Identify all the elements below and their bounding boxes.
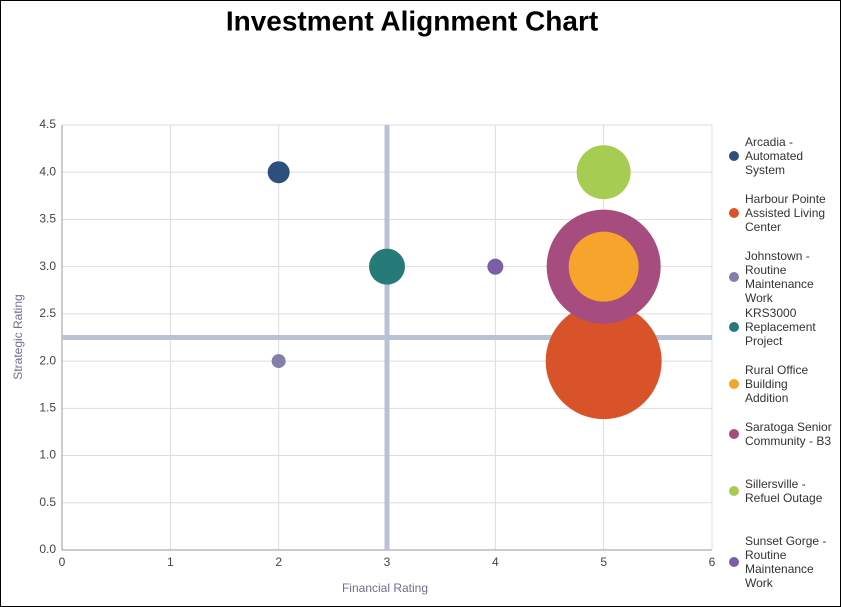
legend-marker (729, 486, 739, 496)
y-tick-label: 3.5 (39, 212, 56, 226)
bubble (576, 145, 631, 200)
chart-title: Investment Alignment Chart (226, 5, 598, 36)
legend-marker (729, 272, 739, 282)
bubble (271, 354, 286, 369)
legend-item[interactable]: Johnstown - Routine Maintenance Work (727, 249, 837, 306)
legend: Arcadia - Automated System Harbour Pointe… (727, 135, 837, 591)
legend-label: Johnstown - Routine Maintenance Work (745, 249, 814, 305)
legend-label: Harbour Pointe Assisted Living Center (745, 192, 826, 234)
legend-label: KRS3000 Replacement Project (745, 306, 816, 348)
bubble (545, 303, 662, 420)
y-tick-label: 0.5 (39, 495, 56, 509)
y-tick-label: 3.0 (39, 259, 56, 273)
bubble (267, 161, 290, 184)
legend-label: Rural Office Building Addition (745, 363, 809, 405)
legend-label: Sunset Gorge - Routine Maintenance Work (745, 534, 827, 590)
bubble (487, 258, 504, 275)
legend-item[interactable]: KRS3000 Replacement Project (727, 306, 837, 363)
bubble (369, 248, 405, 285)
y-tick-label: 4.5 (39, 117, 56, 131)
x-tick-label: 2 (275, 555, 282, 569)
x-axis-title: Financial Rating (342, 581, 428, 595)
legend-item[interactable]: Sunset Gorge - Routine Maintenance Work (727, 534, 837, 591)
legend-label: Sillersville - Refuel Outage (745, 477, 823, 505)
x-tick-label: 0 (59, 555, 66, 569)
x-tick-label: 5 (600, 555, 607, 569)
x-tick-label: 1 (167, 555, 174, 569)
legend-marker (729, 208, 739, 218)
legend-item[interactable]: Arcadia - Automated System (727, 135, 837, 192)
y-tick-label: 1.5 (39, 401, 56, 415)
y-tick-label: 0.0 (39, 542, 56, 556)
legend-item[interactable]: Sillersville - Refuel Outage (727, 477, 837, 534)
y-tick-label: 2.0 (39, 353, 56, 367)
y-axis-title: Strategic Rating (11, 294, 25, 379)
legend-marker (729, 322, 739, 332)
legend-marker (729, 379, 739, 389)
legend-item[interactable]: Rural Office Building Addition (727, 363, 837, 420)
legend-label: Saratoga Senior Community - B3 (745, 420, 832, 448)
x-tick-label: 4 (492, 555, 499, 569)
legend-item[interactable]: Saratoga Senior Community - B3 (727, 420, 837, 477)
y-tick-label: 1.0 (39, 448, 56, 462)
legend-marker (729, 151, 739, 161)
x-tick-label: 6 (709, 555, 716, 569)
y-tick-label: 4.0 (39, 164, 56, 178)
y-tick-label: 2.5 (39, 306, 56, 320)
legend-item[interactable]: Harbour Pointe Assisted Living Center (727, 192, 837, 249)
x-tick-label: 3 (384, 555, 391, 569)
legend-label: Arcadia - Automated System (745, 135, 804, 177)
legend-marker (729, 557, 739, 567)
legend-marker (729, 429, 739, 439)
bubble (568, 231, 639, 302)
